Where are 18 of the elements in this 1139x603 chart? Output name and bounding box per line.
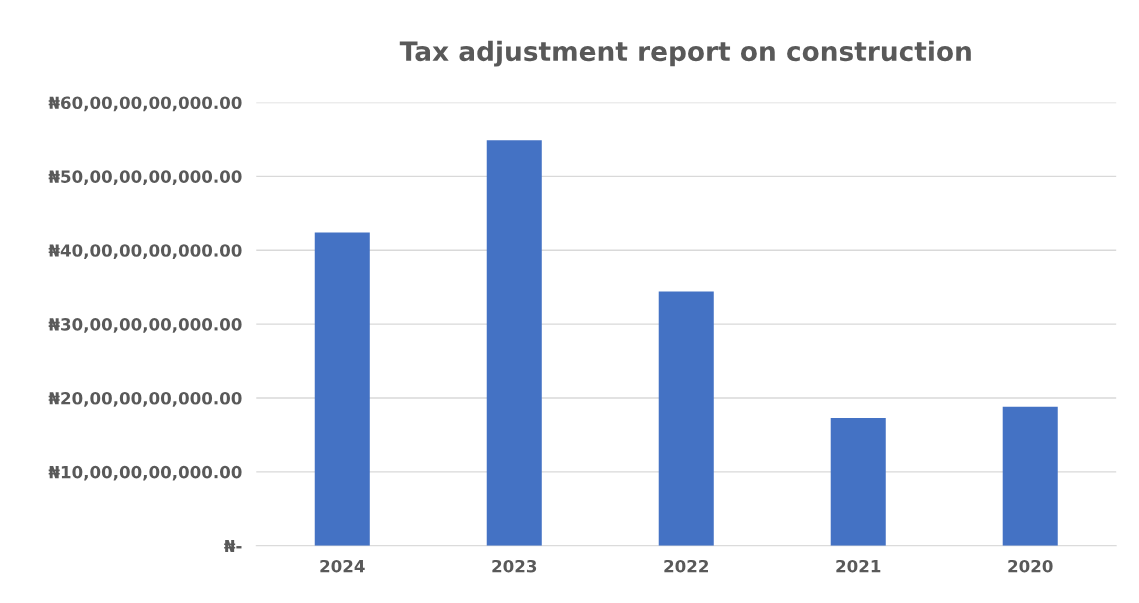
y-tick-label: ₦10,00,00,00,000.00 <box>48 465 242 481</box>
x-tick-label: 2022 <box>664 559 708 573</box>
x-tick-label: 2023 <box>492 559 537 573</box>
y-tick-label: ₦50,00,00,00,000.00 <box>48 170 242 186</box>
bar <box>486 140 542 546</box>
chart-title: Tax adjustment report on construction <box>399 40 971 67</box>
bar <box>830 417 886 546</box>
y-tick-label: ₦60,00,00,00,000.00 <box>48 96 242 112</box>
bar <box>314 232 370 546</box>
x-tick-label: 2024 <box>320 559 365 573</box>
x-tick-label: 2021 <box>836 559 881 573</box>
bar <box>1002 406 1058 546</box>
bar <box>658 291 714 546</box>
y-tick-label: ₦- <box>224 539 242 553</box>
y-tick-label: ₦30,00,00,00,000.00 <box>48 318 242 333</box>
y-tick-label: ₦40,00,00,00,000.00 <box>48 244 242 259</box>
y-tick-label: ₦20,00,00,00,000.00 <box>48 391 242 407</box>
x-tick-label: 2020 <box>1008 559 1053 573</box>
